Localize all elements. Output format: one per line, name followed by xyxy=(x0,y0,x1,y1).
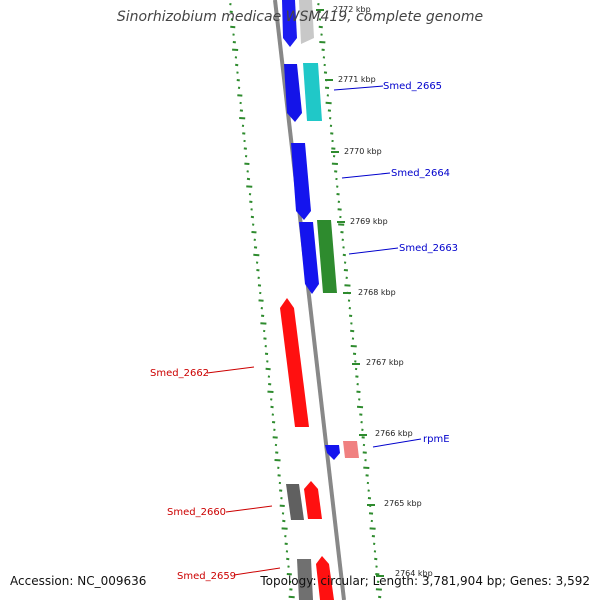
position-ticks xyxy=(316,9,384,577)
gene-arrow-smed-2665-cyan[interactable] xyxy=(303,63,322,121)
tick-label-2766: 2766 kbp xyxy=(375,429,413,438)
gene-arrow-smed-2662[interactable] xyxy=(280,298,309,427)
tick-label-2772: 2772 kbp xyxy=(333,5,371,14)
gene-arrow-top-gray[interactable] xyxy=(299,0,314,44)
gene-label-smed-2662[interactable]: Smed_2662 xyxy=(150,368,209,379)
gene-arrow-smed-2659-gray[interactable] xyxy=(297,559,313,600)
position-labels: 2772 kbp 2771 kbp 2770 kbp 2769 kbp 2768… xyxy=(333,5,433,578)
gene-arrow-smed-2665-blue[interactable] xyxy=(284,64,302,122)
gc-track-right xyxy=(317,3,382,599)
gene-label-rpme[interactable]: rpmE xyxy=(423,434,450,445)
gene-label-smed-2664[interactable]: Smed_2664 xyxy=(391,168,450,179)
gene-arrow-smed-2664[interactable] xyxy=(291,143,311,220)
gene-label-smed-2660[interactable]: Smed_2660 xyxy=(167,507,226,518)
gene-label-smed-2659[interactable]: Smed_2659 xyxy=(177,571,236,582)
genome-backbone xyxy=(273,0,346,600)
gene-label-smed-2663[interactable]: Smed_2663 xyxy=(399,243,458,254)
gene-label-smed-2665[interactable]: Smed_2665 xyxy=(383,81,442,92)
gc-track-left xyxy=(229,3,295,599)
accession-text: Accession: NC_009636 xyxy=(10,574,147,588)
label-leaders xyxy=(206,85,422,576)
gene-arrow-smed-2663-green[interactable] xyxy=(317,220,337,293)
gene-arrow-smed-2660-red[interactable] xyxy=(304,481,322,519)
gene-features xyxy=(280,0,359,600)
genome-summary-text: Topology: circular; Length: 3,781,904 bp… xyxy=(260,574,590,588)
tick-label-2771: 2771 kbp xyxy=(338,75,376,84)
gene-arrow-smed-2663-blue[interactable] xyxy=(299,222,319,294)
tick-label-2767: 2767 kbp xyxy=(366,358,404,367)
tick-label-2770: 2770 kbp xyxy=(344,147,382,156)
gene-arrow-rpme-pink[interactable] xyxy=(343,441,359,458)
tick-label-2769: 2769 kbp xyxy=(350,217,388,226)
gene-arrow-top-blue[interactable] xyxy=(282,0,297,47)
gene-arrow-smed-2660-gray[interactable] xyxy=(286,484,304,520)
tick-label-2764: 2764 kbp xyxy=(395,569,433,578)
gene-arrow-smed-2659-red[interactable] xyxy=(316,556,334,600)
tick-label-2765: 2765 kbp xyxy=(384,499,422,508)
gene-labels: Smed_2665 Smed_2664 Smed_2663 Smed_2662 … xyxy=(150,81,458,582)
map-title: Sinorhizobium medicae WSM419, complete g… xyxy=(116,9,484,25)
gene-arrow-rpme-blue[interactable] xyxy=(325,445,340,460)
tick-label-2768: 2768 kbp xyxy=(358,288,396,297)
